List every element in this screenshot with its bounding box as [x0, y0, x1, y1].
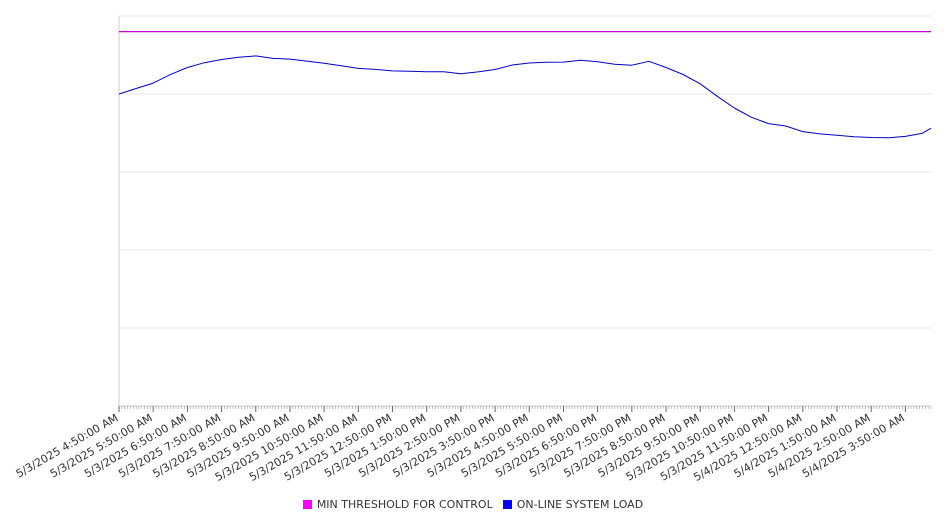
legend-item-min-threshold[interactable]: MIN THRESHOLD FOR CONTROL [302, 498, 493, 511]
legend-swatch-min-threshold [302, 500, 312, 509]
legend-label-system-load: ON-LINE SYSTEM LOAD [516, 498, 644, 511]
x-axis-ticks [118, 406, 932, 412]
legend-label-min-threshold: MIN THRESHOLD FOR CONTROL [316, 498, 493, 511]
series-line-system-load [118, 55, 932, 139]
legend: MIN THRESHOLD FOR CONTROL ON-LINE SYSTEM… [0, 498, 946, 511]
axes [118, 16, 931, 407]
x-axis-tick-labels: 5/3/2025 4:50:00 AM5/3/2025 5:50:00 AM5/… [14, 411, 907, 484]
legend-item-system-load[interactable]: ON-LINE SYSTEM LOAD [502, 498, 644, 511]
legend-swatch-system-load [502, 500, 512, 509]
plot-area [119, 16, 931, 406]
gridlines [119, 15, 931, 329]
series-lines [118, 31, 932, 139]
